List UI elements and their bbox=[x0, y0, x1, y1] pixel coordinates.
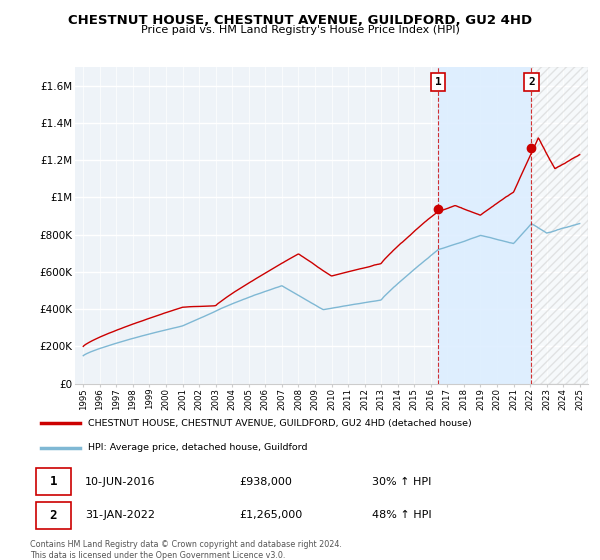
Text: 2: 2 bbox=[528, 77, 535, 87]
Text: Contains HM Land Registry data © Crown copyright and database right 2024.
This d: Contains HM Land Registry data © Crown c… bbox=[30, 540, 342, 560]
FancyBboxPatch shape bbox=[35, 468, 71, 495]
Text: £938,000: £938,000 bbox=[240, 477, 293, 487]
Text: CHESTNUT HOUSE, CHESTNUT AVENUE, GUILDFORD, GU2 4HD: CHESTNUT HOUSE, CHESTNUT AVENUE, GUILDFO… bbox=[68, 14, 532, 27]
Text: 1: 1 bbox=[434, 77, 442, 87]
Text: 2: 2 bbox=[50, 508, 57, 522]
Bar bbox=[438, 67, 532, 384]
Text: 48% ↑ HPI: 48% ↑ HPI bbox=[372, 510, 432, 520]
Text: 31-JAN-2022: 31-JAN-2022 bbox=[85, 510, 155, 520]
Text: CHESTNUT HOUSE, CHESTNUT AVENUE, GUILDFORD, GU2 4HD (detached house): CHESTNUT HOUSE, CHESTNUT AVENUE, GUILDFO… bbox=[88, 419, 472, 428]
Text: 1: 1 bbox=[50, 475, 57, 488]
Text: HPI: Average price, detached house, Guildford: HPI: Average price, detached house, Guil… bbox=[88, 443, 307, 452]
Text: 10-JUN-2016: 10-JUN-2016 bbox=[85, 477, 156, 487]
Text: Price paid vs. HM Land Registry's House Price Index (HPI): Price paid vs. HM Land Registry's House … bbox=[140, 25, 460, 35]
FancyBboxPatch shape bbox=[35, 502, 71, 529]
Text: 30% ↑ HPI: 30% ↑ HPI bbox=[372, 477, 431, 487]
Bar bbox=[532, 67, 588, 384]
Text: £1,265,000: £1,265,000 bbox=[240, 510, 303, 520]
